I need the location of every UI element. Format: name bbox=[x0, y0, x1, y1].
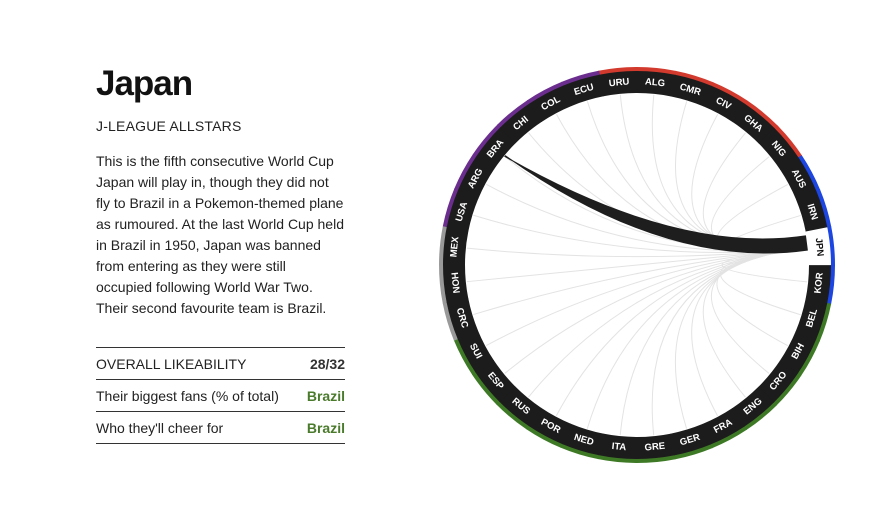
group-arc bbox=[442, 188, 459, 228]
team-label-irn[interactable]: IRN bbox=[805, 203, 820, 222]
chord-link bbox=[651, 247, 808, 436]
stat-row-likeability: OVERALL LIKEABILITY 28/32 bbox=[96, 348, 345, 380]
chord-link bbox=[555, 247, 808, 417]
team-segment-col[interactable] bbox=[529, 85, 572, 122]
team-segment-gha[interactable] bbox=[732, 103, 775, 144]
group-arc bbox=[454, 154, 477, 191]
group-arc bbox=[561, 70, 600, 87]
group-arc bbox=[472, 124, 501, 158]
team-segment-cmr[interactable] bbox=[670, 74, 712, 107]
chord-link bbox=[485, 247, 808, 346]
team-segment-uru[interactable] bbox=[599, 71, 638, 97]
team-segment-por[interactable] bbox=[528, 407, 572, 445]
team-label-bel[interactable]: BEL bbox=[804, 307, 820, 329]
team-ring bbox=[443, 71, 831, 459]
team-segment-bih[interactable] bbox=[779, 330, 817, 374]
group-arc bbox=[527, 81, 564, 105]
team-label-kor[interactable]: KOR bbox=[813, 272, 826, 294]
team-nickname: J-LEAGUE ALLSTARS bbox=[96, 118, 242, 134]
group-arc bbox=[497, 99, 531, 129]
team-label-jpn[interactable]: JPN bbox=[813, 237, 826, 257]
team-label-ita[interactable]: ITA bbox=[611, 441, 627, 453]
group-arc bbox=[526, 425, 563, 448]
team-chord-wheel[interactable]: URU ALG CMRCIVGHANIGAUSIRNJPNKORBELBIHCROE… bbox=[420, 48, 850, 478]
group-arc bbox=[743, 401, 777, 431]
group-arc bbox=[710, 425, 747, 449]
team-segment-aus[interactable] bbox=[780, 157, 817, 200]
stat-value: Brazil bbox=[306, 419, 345, 436]
team-segment-kor[interactable] bbox=[805, 265, 831, 304]
team-label-gre[interactable]: GRE bbox=[644, 441, 666, 454]
team-segment-ger[interactable] bbox=[669, 423, 712, 456]
team-labels: URU ALG CMRCIVGHANIGAUSIRNJPNKORBELBIHCROE… bbox=[448, 76, 825, 453]
group-arc bbox=[797, 155, 821, 192]
stat-label: Who they'll cheer for bbox=[96, 419, 224, 436]
team-segment-mex[interactable] bbox=[443, 226, 469, 265]
stat-row-biggest-fans: Their biggest fans (% of total) Brazil bbox=[96, 380, 345, 412]
chord-link bbox=[619, 247, 808, 436]
team-segment-chi[interactable] bbox=[499, 103, 543, 144]
team-segment-irn[interactable] bbox=[795, 190, 828, 233]
group-arc bbox=[773, 125, 803, 159]
group-arc bbox=[797, 339, 820, 376]
chord-link bbox=[528, 247, 808, 398]
group-arc bbox=[815, 302, 832, 342]
team-segment-jpn[interactable] bbox=[805, 227, 831, 266]
team-segment-arg[interactable] bbox=[457, 156, 495, 200]
team-label-uru[interactable]: URU bbox=[608, 76, 630, 89]
team-label-alg[interactable]: ALG bbox=[644, 76, 665, 89]
team-segment-sui[interactable] bbox=[457, 330, 494, 373]
team-segment-rus[interactable] bbox=[499, 386, 542, 427]
chord-link bbox=[504, 247, 808, 374]
team-segment-gre[interactable] bbox=[636, 433, 675, 459]
team-segment-ecu[interactable] bbox=[562, 74, 605, 107]
stat-value: 28/32 bbox=[309, 355, 345, 372]
team-segment-alg[interactable] bbox=[637, 71, 676, 97]
team-segment-eng[interactable] bbox=[731, 386, 775, 427]
chord-links bbox=[466, 94, 808, 436]
team-info-panel: Japan J-LEAGUE ALLSTARS This is the fift… bbox=[96, 64, 345, 444]
stat-label: Their biggest fans (% of total) bbox=[96, 387, 279, 404]
group-color-band bbox=[439, 67, 835, 463]
group-arc bbox=[442, 302, 459, 341]
group-arc bbox=[560, 443, 600, 460]
team-segment-civ[interactable] bbox=[702, 85, 746, 123]
group-arc bbox=[674, 443, 713, 460]
group-arc bbox=[711, 82, 748, 105]
team-segment-usa[interactable] bbox=[446, 190, 479, 232]
stat-label: OVERALL LIKEABILITY bbox=[96, 355, 247, 372]
team-segment-crc[interactable] bbox=[446, 297, 479, 340]
team-segment-nig[interactable] bbox=[758, 127, 799, 171]
team-label-hon[interactable]: HON bbox=[448, 272, 461, 294]
group-arc bbox=[453, 338, 477, 375]
team-segment-fra[interactable] bbox=[702, 408, 745, 445]
team-segment-ned[interactable] bbox=[562, 423, 604, 456]
team-segment-bel[interactable] bbox=[795, 298, 828, 340]
group-arc bbox=[815, 189, 832, 228]
team-segment-esp[interactable] bbox=[475, 359, 516, 403]
chord-link bbox=[504, 156, 808, 251]
group-arc bbox=[744, 100, 778, 129]
team-segment-cro[interactable] bbox=[758, 360, 799, 403]
team-label-mex[interactable]: MEX bbox=[448, 236, 461, 258]
team-name: Japan bbox=[96, 64, 193, 103]
team-description: This is the fifth consecutive World Cup … bbox=[96, 153, 344, 316]
stat-row-cheer-for: Who they'll cheer for Brazil bbox=[96, 412, 345, 444]
team-segment-hon[interactable] bbox=[443, 264, 469, 303]
chord-link bbox=[674, 247, 808, 429]
group-arc bbox=[674, 70, 714, 87]
team-segment-bra[interactable] bbox=[475, 127, 516, 170]
highlight-chord bbox=[504, 155, 808, 254]
group-arc bbox=[471, 371, 501, 405]
stat-value: Brazil bbox=[306, 387, 345, 404]
group-arc bbox=[496, 401, 530, 430]
team-segment-ita[interactable] bbox=[598, 433, 637, 459]
stats-table: OVERALL LIKEABILITY 28/32 Their biggest … bbox=[96, 347, 345, 444]
group-arc bbox=[773, 372, 802, 406]
